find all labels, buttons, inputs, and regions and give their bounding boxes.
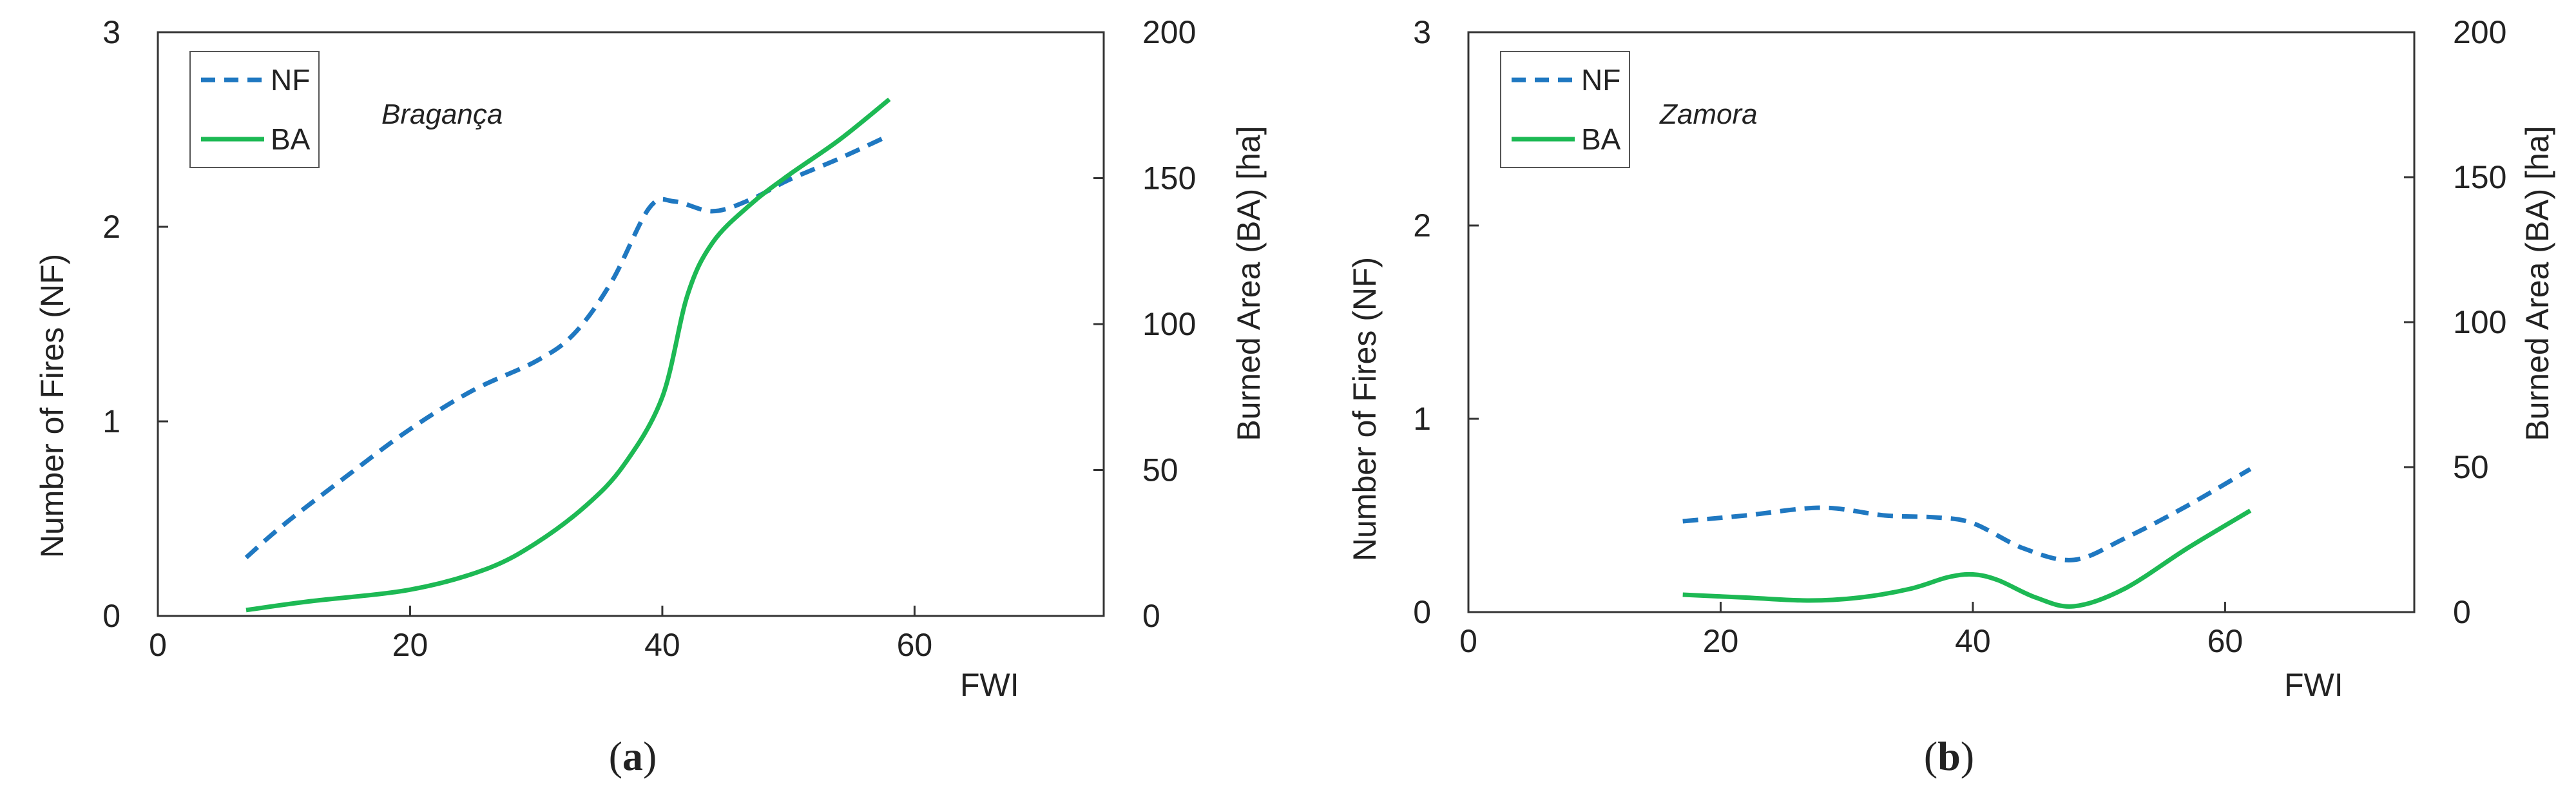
x-tick-label: 0 xyxy=(1459,623,1477,659)
right-y-tick-label: 200 xyxy=(1142,14,1196,50)
right-y-tick-labels: 0 50 100 150 200 xyxy=(1093,14,1196,634)
left-y-tick-label: 2 xyxy=(1413,207,1431,244)
right-y-axis-title: Burned Area (BA) [ha] xyxy=(2519,126,2555,441)
left-y-tick-label: 0 xyxy=(1413,594,1431,630)
x-tick-labels: 0 20 40 60 xyxy=(149,606,932,663)
series-lines xyxy=(1682,466,2252,609)
series-line-nf xyxy=(244,133,890,560)
location-label: Zamora xyxy=(1659,99,1758,130)
panel-caption: (a) xyxy=(609,733,657,779)
x-tick-label: 0 xyxy=(149,627,167,663)
panel-caption: (b) xyxy=(1924,733,1974,779)
left-y-tick-label: 2 xyxy=(102,209,120,245)
series-line-ba xyxy=(245,97,891,613)
x-tick-label: 40 xyxy=(644,627,680,663)
right-y-tick-label: 0 xyxy=(2453,594,2471,630)
panel-letter: a xyxy=(622,733,643,779)
panel-letter: b xyxy=(1937,733,1961,779)
left-y-tick-labels: 0 1 2 3 xyxy=(1413,14,1479,630)
location-label: Bragança xyxy=(381,99,503,130)
chart-panel-bragança: 0 20 40 60 0 1 2 3 0 50 100 150 200 FWI Number of … xyxy=(34,14,1267,779)
x-tick-label: 20 xyxy=(392,627,428,663)
legend: NF BA xyxy=(189,51,320,168)
x-tick-label: 20 xyxy=(1703,623,1739,659)
left-y-tick-labels: 0 1 2 3 xyxy=(102,14,168,634)
legend-box xyxy=(1500,51,1630,168)
legend-label-ba: BA xyxy=(271,122,311,156)
legend-label-nf: NF xyxy=(271,63,310,97)
right-y-tick-label: 100 xyxy=(2453,304,2506,340)
left-y-axis-title: Number of Fires (NF) xyxy=(1347,257,1383,561)
x-axis-title: FWI xyxy=(960,667,1019,703)
right-y-tick-label: 0 xyxy=(1142,598,1160,634)
left-y-tick-label: 3 xyxy=(1413,14,1431,50)
left-y-tick-label: 0 xyxy=(102,598,120,634)
right-y-tick-label: 50 xyxy=(2453,449,2489,485)
right-y-tick-label: 50 xyxy=(1142,452,1178,488)
x-tick-label: 60 xyxy=(897,627,933,663)
x-tick-label: 60 xyxy=(2207,623,2244,659)
x-tick-label: 40 xyxy=(1955,623,1991,659)
legend: NF BA xyxy=(1500,51,1630,168)
series-lines xyxy=(244,97,891,613)
left-y-tick-label: 3 xyxy=(102,14,120,50)
x-tick-labels: 0 20 40 60 xyxy=(1459,602,2243,659)
right-y-tick-label: 100 xyxy=(1142,306,1196,342)
legend-box xyxy=(189,51,320,168)
legend-label-nf: NF xyxy=(1581,63,1620,97)
legend-label-ba: BA xyxy=(1581,122,1621,156)
x-axis-title: FWI xyxy=(2284,667,2343,703)
left-y-tick-label: 1 xyxy=(102,403,120,439)
right-y-tick-labels: 0 50 100 150 200 xyxy=(2404,14,2506,630)
series-line-nf xyxy=(1682,466,2252,562)
chart-panel-zamora: 0 20 40 60 0 1 2 3 0 50 100 150 200 FWI Number of … xyxy=(1347,14,2555,779)
left-y-tick-label: 1 xyxy=(1413,401,1431,437)
right-y-tick-label: 150 xyxy=(1142,160,1196,197)
right-y-tick-label: 200 xyxy=(2453,14,2506,50)
left-y-axis-title: Number of Fires (NF) xyxy=(34,254,70,558)
right-y-axis-title: Burned Area (BA) [ha] xyxy=(1231,126,1267,441)
series-line-ba xyxy=(1682,508,2252,609)
right-y-tick-label: 150 xyxy=(2453,159,2506,195)
